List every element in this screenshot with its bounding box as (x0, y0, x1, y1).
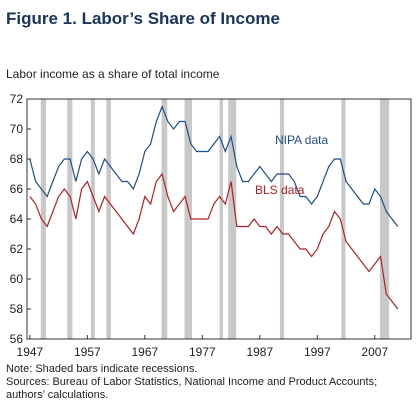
y-tick-label: 58 (10, 302, 24, 316)
y-tick-label: 60 (10, 272, 24, 286)
x-tick-label: 1977 (189, 345, 216, 359)
chart-title: Figure 1. Labor’s Share of Income (6, 9, 280, 28)
recession-bar (67, 99, 73, 339)
line (29, 104, 399, 227)
chart-subtitle: Labor income as a share of total income (6, 67, 220, 81)
x-tick-label: 1957 (74, 345, 101, 359)
note: Note: Shaded bars indicate recessions. (6, 363, 197, 375)
series-label: NIPA data (275, 133, 328, 147)
recession-bar (161, 99, 168, 339)
x-tick-label: 1997 (304, 345, 331, 359)
recession-bar (341, 99, 346, 339)
recession-bar (90, 99, 95, 339)
y-tick-label: 72 (10, 92, 24, 106)
line (29, 172, 399, 310)
note: Sources: Bureau of Labor Statistics, Nat… (6, 376, 377, 388)
y-tick-label: 66 (10, 182, 24, 196)
y-tick-label: 70 (10, 122, 24, 136)
note: authors’ calculations. (6, 389, 108, 401)
y-tick-label: 62 (10, 242, 24, 256)
recession-bar (379, 99, 390, 339)
x-tick-label: 1987 (246, 345, 273, 359)
recession-bar (40, 99, 46, 339)
recession-bar (279, 99, 284, 339)
plot-frame (26, 98, 412, 340)
y-tick-label: 68 (10, 152, 24, 166)
recession-bar (219, 99, 224, 339)
recession-bar (184, 99, 192, 339)
x-tick-label: 1967 (131, 345, 158, 359)
recession-bar (228, 99, 237, 339)
series-label: BLS data (255, 183, 305, 197)
x-tick-label: 2007 (361, 345, 388, 359)
y-tick-label: 56 (10, 332, 24, 346)
recession-bar (106, 99, 111, 339)
y-tick-label: 64 (10, 212, 24, 226)
x-tick-label: 1947 (17, 345, 44, 359)
